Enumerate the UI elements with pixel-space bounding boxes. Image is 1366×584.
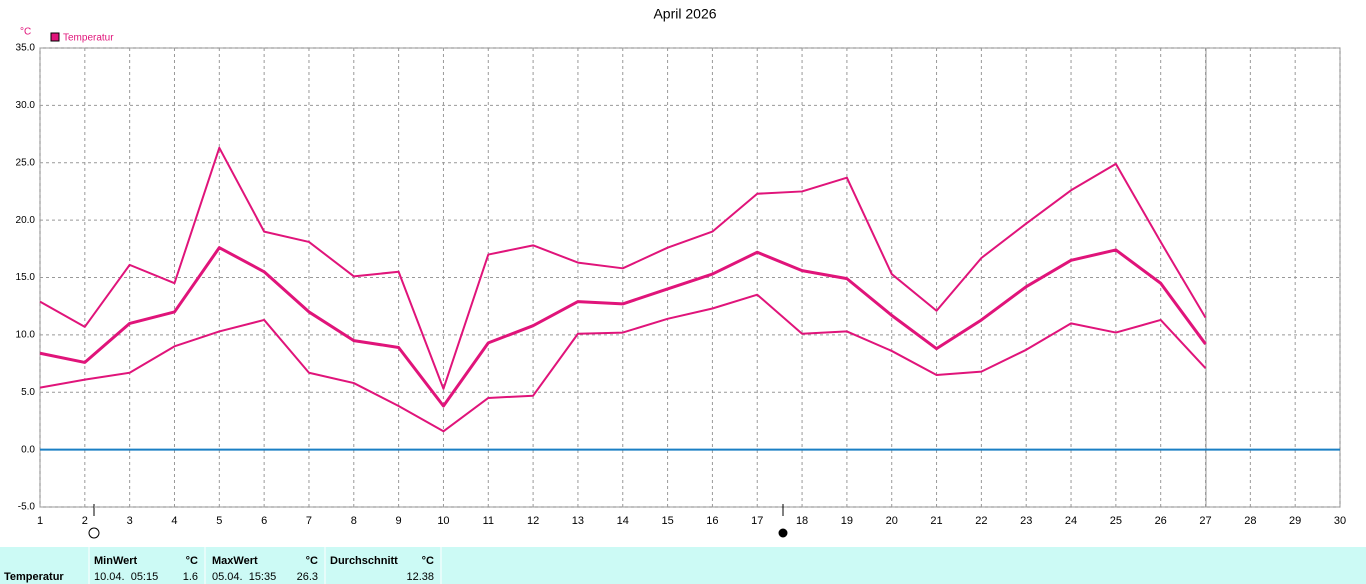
line-values [39,246,1207,408]
cell-value: 26.3 [297,571,318,583]
col-unit: °C [422,555,434,567]
col-header: Durchschnitt [330,555,398,567]
x-tick-label: 1 [37,515,43,527]
x-tick-label: 20 [886,515,898,527]
x-tick-label: 14 [617,515,629,527]
x-tick-label: 19 [841,515,853,527]
x-tick-label: 15 [661,515,673,527]
col-unit: °C [306,555,318,567]
table-bg [0,547,1366,584]
y-tick-label: 15.0 [16,272,36,283]
chart-title: April 2026 [653,6,716,22]
col-header: MaxWert [212,555,258,567]
y-unit: °C [20,27,31,38]
line-max [39,146,1207,390]
row-label: Temperatur [4,571,64,583]
x-tick-label: 10 [437,515,449,527]
line-min [39,293,1207,433]
x-tick-label: 26 [1155,515,1167,527]
full-moon [88,527,100,539]
legend-label: Temperatur [63,33,114,44]
y-tick-label: -5.0 [18,502,36,513]
x-tick-label: 12 [527,515,539,527]
x-tick-label: 27 [1199,515,1211,527]
x-tick-label: 16 [706,515,718,527]
y-tick-label: 5.0 [21,387,35,398]
x-tick-label: 22 [975,515,987,527]
x-tick-label: 11 [483,515,494,527]
cell-value: 1.6 [183,571,198,583]
y-tick-label: 25.0 [16,157,36,168]
x-tick-label: 25 [1110,515,1122,527]
x-tick-label: 28 [1244,515,1256,527]
x-tick-label: 23 [1020,515,1032,527]
x-tick-label: 8 [351,515,357,527]
x-tick-label: 2 [82,515,88,527]
y-tick-label: 30.0 [16,100,36,111]
cell-date: 05.04. 15:35 [212,571,276,583]
x-tick-label: 4 [171,515,177,527]
y-tick-label: 10.0 [16,330,36,341]
x-tick-label: 9 [396,515,402,527]
cell-value: 12.38 [406,571,434,583]
cell-date: 10.04. 05:15 [94,571,158,583]
x-tick-label: 3 [127,515,133,527]
summary-table: Temperatur MinWert °C 10.04. 05:15 1.6 M… [0,547,1366,584]
x-tick-label: 17 [751,515,763,527]
x-tick-label: 30 [1334,515,1346,527]
x-tick-label: 24 [1065,515,1077,527]
x-tick-label: 5 [216,515,222,527]
x-tick-label: 13 [572,515,584,527]
new-moon [778,528,788,538]
y-tick-label: 35.0 [16,43,36,54]
x-tick-label: 7 [306,515,312,527]
x-tick-label: 6 [261,515,267,527]
x-tick-label: 18 [796,515,808,527]
x-tick-label: 21 [930,515,942,527]
y-tick-label: 20.0 [16,215,36,226]
y-tick-label: 0.0 [21,444,35,455]
col-header: MinWert [94,555,138,567]
legend-swatch [50,32,60,42]
x-tick-label: 29 [1289,515,1301,527]
col-unit: °C [186,555,198,567]
